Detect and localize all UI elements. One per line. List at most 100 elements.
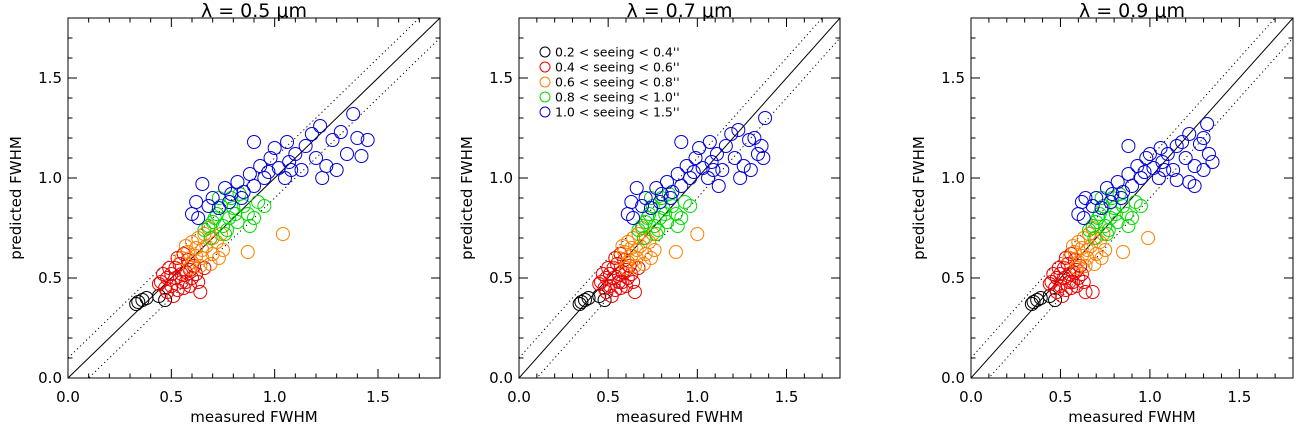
y-tick-label: 0.5 [941, 269, 965, 287]
data-point [1055, 289, 1070, 303]
legend-marker [539, 61, 551, 73]
data-point [592, 289, 607, 303]
data-point [1151, 171, 1166, 185]
data-point [329, 163, 344, 177]
one-to-one-line-1 [68, 18, 440, 378]
data-point [1048, 281, 1063, 295]
data-point [205, 191, 220, 205]
data-point [733, 171, 748, 185]
legend-label: 0.4 < seeing < 0.6'' [555, 60, 680, 75]
panel-title: λ = 0.5 μm [201, 0, 307, 22]
data-point [619, 279, 633, 293]
data-point [1064, 281, 1079, 295]
data-point [1048, 293, 1063, 307]
data-point [304, 127, 319, 141]
data-point [1155, 155, 1170, 169]
data-point [709, 147, 724, 161]
y-axis-label: predicted FWHM [7, 136, 25, 260]
data-point [1094, 251, 1109, 265]
data-point [191, 211, 206, 225]
legend-marker [539, 76, 551, 88]
x-tick-label: 1.5 [775, 388, 799, 406]
data-point [203, 231, 218, 245]
data-point [1085, 285, 1100, 299]
y-tick-label: 0.0 [489, 369, 513, 387]
data-point [1142, 147, 1157, 161]
data-point [604, 289, 619, 303]
data-point [674, 135, 689, 149]
data-point [151, 277, 166, 291]
y-tick-label: 0.5 [38, 269, 62, 287]
data-point [201, 219, 216, 233]
data-point [1110, 215, 1125, 229]
data-point [1139, 151, 1154, 165]
y-axis-label: predicted FWHM [458, 136, 476, 260]
data-point [1153, 141, 1168, 155]
dotted-line-3 [87, 37, 440, 378]
x-tick-label: 1.5 [1227, 388, 1251, 406]
data-point [195, 177, 210, 191]
legend-label: 0.6 < seeing < 0.8'' [555, 75, 680, 90]
data-point [706, 163, 721, 177]
data-point [309, 151, 323, 165]
data-point [294, 163, 309, 177]
data-point [1182, 175, 1197, 189]
data-point [674, 179, 689, 193]
data-point [346, 107, 361, 121]
data-point [1069, 261, 1084, 275]
y-tick-label: 1.5 [38, 69, 62, 87]
data-point [702, 135, 717, 149]
x-tick-label: 0.5 [1049, 388, 1073, 406]
data-point [597, 281, 612, 295]
data-point [592, 277, 607, 291]
data-point [242, 219, 257, 233]
data-point [236, 185, 251, 199]
data-point [182, 261, 197, 275]
data-point [701, 171, 716, 185]
data-point [1030, 293, 1045, 307]
data-point [652, 211, 667, 225]
data-point [354, 149, 369, 163]
data-point [1121, 167, 1136, 181]
data-point [611, 275, 626, 289]
dotted-line-3 [536, 37, 840, 378]
x-axis-label: measured FWHM [1068, 408, 1195, 426]
legend-label: 0.8 < seeing < 1.0'' [555, 90, 680, 105]
data-point [635, 199, 650, 213]
data-point [626, 275, 641, 289]
data-point [1187, 159, 1202, 173]
data-point [668, 207, 683, 221]
data-point [1125, 211, 1139, 225]
data-point [195, 243, 210, 257]
data-point [756, 151, 771, 165]
data-point [1116, 245, 1131, 259]
data-point [282, 155, 297, 169]
data-point [750, 147, 765, 161]
data-point [164, 267, 179, 281]
data-point [660, 215, 675, 229]
data-point [645, 199, 660, 213]
dotted-line-3 [988, 37, 1293, 378]
data-point [275, 227, 290, 241]
legend-marker [539, 46, 551, 58]
data-point [674, 211, 689, 225]
data-point [1069, 279, 1084, 293]
data-point [1078, 191, 1093, 205]
data-point [619, 261, 633, 275]
data-point [1196, 131, 1211, 145]
data-point [683, 199, 698, 213]
panel-title: λ = 0.9 μm [1079, 0, 1185, 22]
data-point [1125, 179, 1139, 193]
data-point [629, 181, 644, 195]
data-point [271, 161, 286, 175]
legend: 0.2 < seeing < 0.4''0.4 < seeing < 0.6''… [539, 45, 680, 120]
legend-label: 1.0 < seeing < 1.5'' [555, 105, 680, 120]
x-tick-label: 0.0 [959, 388, 983, 406]
y-tick-label: 1.5 [489, 69, 513, 87]
data-point [1099, 227, 1114, 241]
data-point [627, 285, 642, 299]
data-point [688, 151, 703, 165]
data-point [601, 261, 616, 275]
data-point [1175, 135, 1190, 149]
data-point [261, 165, 276, 179]
